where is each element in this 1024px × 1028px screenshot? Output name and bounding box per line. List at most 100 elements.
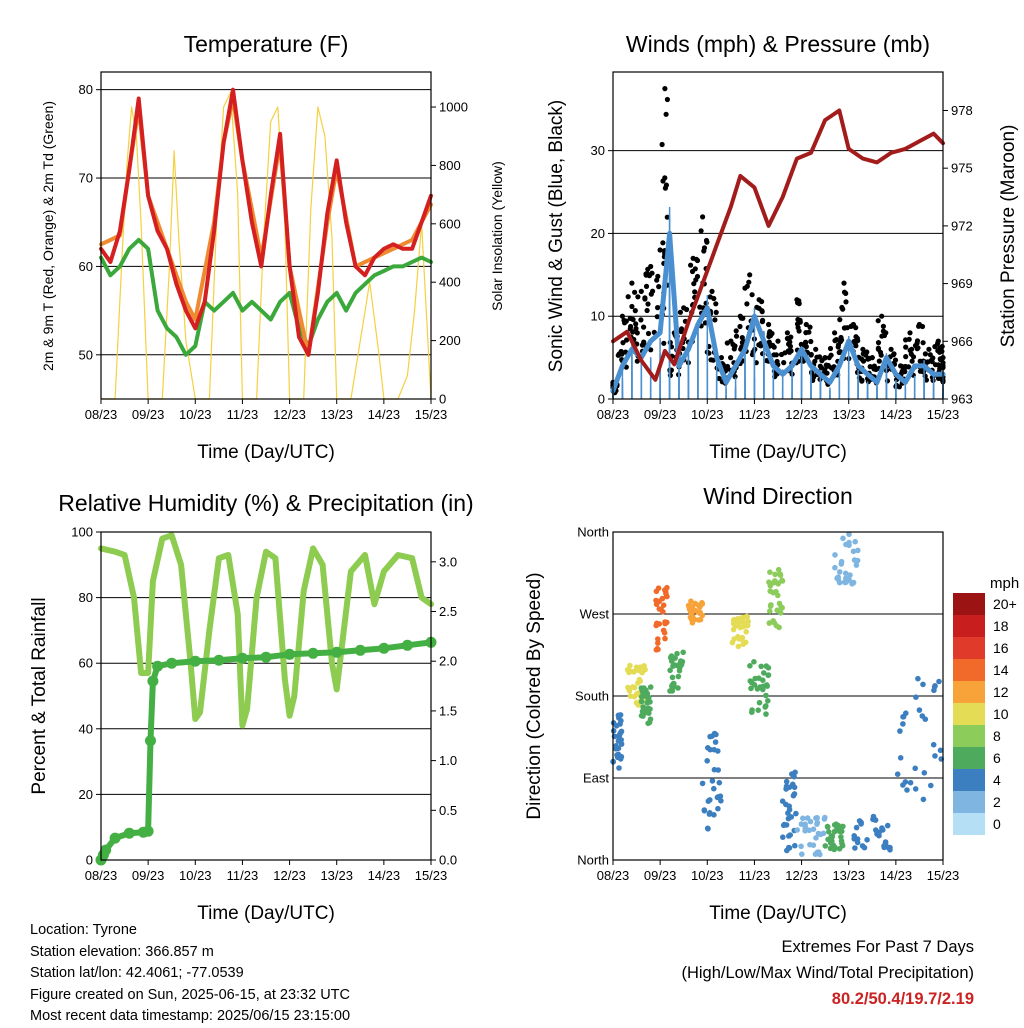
- direction-point: [814, 821, 820, 827]
- direction-point: [772, 571, 778, 578]
- gust-point: [803, 330, 809, 336]
- gust-point: [711, 295, 717, 302]
- direction-point: [765, 672, 772, 678]
- y-right-tick-label: 969: [951, 276, 973, 291]
- gust-point: [728, 338, 734, 344]
- direction-point: [786, 844, 792, 851]
- direction-point: [675, 673, 682, 680]
- gust-point: [884, 378, 891, 384]
- x-tick-label: 13/23: [832, 407, 865, 422]
- direction-point: [839, 840, 845, 847]
- x-tick-label: 10/23: [179, 868, 212, 883]
- direction-point: [835, 576, 841, 583]
- direction-point: [832, 552, 838, 558]
- rainfall-point: [354, 644, 366, 656]
- direction-point: [711, 746, 717, 753]
- gust-point: [632, 308, 638, 314]
- gust-point: [803, 321, 809, 328]
- gust-point: [642, 295, 648, 301]
- gust-point: [645, 301, 651, 307]
- gust-point: [875, 318, 881, 324]
- gust-point: [627, 326, 633, 332]
- direction-point: [793, 810, 799, 817]
- wind-direction-plot-frame: [612, 531, 944, 861]
- rainfall-point: [189, 655, 201, 667]
- gust-point: [807, 324, 813, 330]
- direction-point: [763, 703, 769, 709]
- direction-point: [653, 622, 659, 629]
- direction-point: [921, 770, 928, 776]
- direction-point: [800, 815, 806, 822]
- y-tick-label: 10: [591, 309, 605, 324]
- direction-point: [653, 597, 659, 604]
- gust-point: [794, 297, 800, 303]
- gust-point: [641, 324, 647, 330]
- gust-point: [939, 348, 945, 354]
- direction-point: [692, 607, 699, 614]
- direction-point: [640, 713, 646, 719]
- gust-point: [664, 96, 671, 103]
- gust-point: [655, 273, 661, 279]
- x-tick-label: 13/23: [320, 868, 353, 883]
- gust-point: [747, 272, 753, 278]
- direction-point: [764, 683, 770, 689]
- gust-point: [709, 288, 715, 294]
- gust-point: [759, 308, 765, 314]
- x-tick-label: 14/23: [368, 407, 401, 422]
- direction-point: [743, 629, 749, 635]
- direction-point: [894, 771, 901, 777]
- direction-point: [832, 564, 838, 571]
- gust-point: [926, 346, 932, 352]
- x-tick-label: 08/23: [597, 868, 630, 883]
- gust-point: [782, 350, 788, 356]
- gust-point: [691, 281, 697, 287]
- gust-point: [859, 377, 865, 383]
- direction-point: [662, 619, 668, 625]
- gust-point: [841, 280, 847, 286]
- direction-point: [754, 686, 761, 692]
- direction-point: [646, 710, 652, 716]
- direction-point: [691, 616, 698, 623]
- gust-point: [835, 344, 841, 350]
- x-tick-label: 11/23: [227, 407, 259, 422]
- gust-point: [661, 340, 667, 346]
- direction-point: [783, 783, 790, 790]
- speed-legend-title: mph: [990, 575, 1019, 592]
- y-tick-label: 100: [71, 525, 93, 540]
- direction-point: [718, 798, 724, 804]
- direction-point: [916, 707, 923, 713]
- gust-point: [865, 356, 871, 362]
- legend-label: 10: [993, 706, 1009, 722]
- direction-point: [618, 741, 625, 747]
- rainfall-point: [109, 832, 121, 844]
- winds-y-right-label: Station Pressure (Maroon): [998, 125, 1019, 348]
- direction-point: [786, 803, 792, 809]
- gust-point: [692, 266, 698, 272]
- direction-point: [667, 667, 673, 674]
- direction-point: [654, 645, 661, 652]
- y-tick-label: 30: [591, 143, 605, 158]
- direction-point: [827, 840, 834, 846]
- gust-point: [679, 326, 685, 332]
- gust-point: [644, 307, 650, 314]
- recent-timestamp: Most recent data timestamp: 2025/06/15 2…: [30, 1008, 351, 1024]
- direction-point: [744, 614, 750, 620]
- direction-point: [770, 589, 776, 596]
- direction-point: [736, 636, 743, 642]
- direction-point: [660, 602, 667, 608]
- y-tick-label: South: [575, 689, 609, 704]
- gust-point: [732, 343, 738, 349]
- gust-point: [786, 349, 793, 355]
- x-tick-label: 10/23: [691, 407, 724, 422]
- legend-swatch: [953, 615, 985, 637]
- rainfall-point: [378, 642, 390, 654]
- gust-point: [645, 330, 652, 337]
- direction-point: [822, 843, 829, 849]
- gust-point: [903, 337, 909, 343]
- legend-label: 18: [993, 618, 1009, 634]
- y-tick-label: 80: [79, 82, 93, 97]
- direction-point: [763, 711, 769, 717]
- direction-point: [907, 779, 914, 786]
- gust-point: [756, 297, 762, 303]
- direction-point: [841, 579, 848, 585]
